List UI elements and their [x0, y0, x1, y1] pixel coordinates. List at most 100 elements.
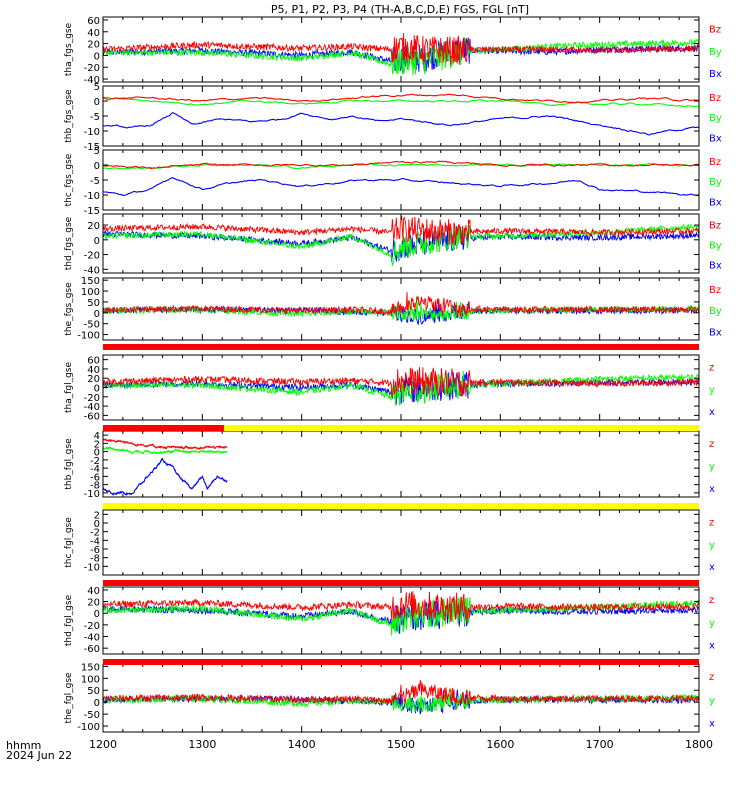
legend-entry-z: z [709, 595, 714, 606]
y-tick-label: 0 [94, 97, 100, 108]
series-line-Bz [103, 93, 699, 104]
legend-entry-Bz: Bz [709, 93, 721, 104]
y-tick-label: 40 [87, 365, 100, 376]
y-tick-label: -100 [77, 331, 100, 342]
y-tick-label: 40 [87, 586, 100, 597]
y-tick-label: -60 [84, 644, 100, 655]
x-tick-label-1600: 1600 [486, 738, 514, 751]
panel-thb_fgl_gse: 420-2-4-6-8-10 thb_fgl_gse zy x [64, 430, 715, 500]
series-line-z [103, 438, 228, 451]
panel-thc_fgs_gse: 5 0 -5 -10 -15 thc_fgs_gse Bz By Bx [64, 146, 722, 217]
y-tick-label: -40 [84, 402, 100, 413]
panel-frame [102, 85, 700, 147]
y-tick-label: -6 [90, 545, 100, 556]
flag-segment-yellow [224, 425, 700, 431]
x-axis: 1200 1300 1400 1500 1600 1700 1800 [89, 738, 713, 751]
panel-series-group [103, 32, 699, 76]
y-tick-label: 0 [94, 309, 100, 320]
x-tick-label-1800: 1800 [685, 738, 713, 751]
series-line-x [103, 599, 699, 634]
y-axis-label: thb_fgl_gse [64, 438, 74, 490]
series-line-z [103, 680, 699, 706]
legend-entry-y: y [709, 695, 715, 706]
y-tick-label: -50 [84, 710, 100, 721]
flag-segment-red [103, 580, 699, 586]
legend-entry-Bz: Bz [709, 157, 721, 168]
y-tick-label: 100 [81, 674, 100, 685]
series-line-z [103, 591, 699, 622]
series-line-By [103, 96, 699, 108]
y-tick-label: -20 [84, 63, 100, 74]
flag-segment-yellow [103, 503, 699, 509]
series-line-z [103, 367, 699, 398]
legend-entry-y: y [709, 540, 715, 551]
y-tick-label: 20 [87, 374, 100, 385]
y-tick-label: -40 [84, 633, 100, 644]
legend-entry-y: y [709, 461, 715, 472]
series-line-y [103, 446, 228, 455]
y-tick-label: 0 [94, 519, 100, 530]
panel-thb_fgs_gse: 5 0 -5 -10 -15 thb_fgs_gse Bz By Bx [64, 82, 722, 153]
y-tick-label: -5 [90, 176, 100, 187]
series-line-By [103, 37, 699, 76]
y-tick-label: -8 [90, 481, 100, 492]
y-tick-label: 150 [81, 276, 100, 287]
y-tick-label: 150 [81, 662, 100, 673]
panel-frame [102, 213, 700, 274]
y-tick-label: 5 [94, 146, 100, 157]
y-tick-label: 100 [81, 287, 100, 298]
legend-entry-By: By [709, 47, 722, 58]
y-axis-label: thb_fgs_gse [64, 89, 74, 143]
panel-series-group [103, 591, 699, 636]
panel-frame [102, 509, 700, 576]
legend-entry-y: y [709, 385, 715, 396]
y-tick-label: 60 [87, 356, 100, 367]
y-tick-label: -10 [84, 562, 100, 573]
legend-entry-Bz: Bz [709, 25, 721, 36]
legend-entry-x: x [709, 641, 715, 652]
y-tick-label: -6 [90, 472, 100, 483]
series-line-By [103, 162, 699, 170]
y-tick-label: 50 [87, 298, 100, 309]
series-line-Bz [103, 160, 699, 170]
y-axis-label: tha_fgl_gse [64, 362, 74, 414]
legend-entry-Bx: Bx [709, 327, 722, 338]
panel-frame [102, 149, 700, 211]
series-line-Bx [103, 225, 699, 262]
legend-entry-By: By [709, 241, 722, 252]
y-tick-label: 2 [94, 510, 100, 521]
y-tick-label: 50 [87, 686, 100, 697]
y-tick-label: -40 [84, 75, 100, 86]
series-line-Bz [103, 216, 699, 245]
y-axis-label: tha_fgs_gse [64, 22, 74, 76]
panel-thc_fgl_gse: 20-2-4-6-8-10 thc_fgl_gse zyx [64, 509, 715, 576]
y-tick-label: 20 [87, 221, 100, 232]
flag-bars-group [103, 344, 700, 665]
series-line-Bx [103, 111, 699, 136]
y-tick-label: -4 [90, 464, 100, 475]
y-tick-label: 20 [87, 40, 100, 51]
legend-entry-x: x [709, 407, 715, 418]
legend-entry-By: By [709, 113, 722, 124]
y-tick-label: 0 [94, 51, 100, 62]
panel-series-group [103, 680, 699, 715]
legend-entry-Bx: Bx [709, 198, 722, 209]
series-line-Bz [103, 32, 699, 65]
y-axis-label: thd_fgl_gse [64, 594, 74, 646]
x-tick-label-1300: 1300 [188, 738, 216, 751]
y-tick-label: 0 [94, 384, 100, 395]
y-tick-label: -10 [84, 489, 100, 500]
y-tick-label: -8 [90, 554, 100, 565]
panel-series-group [103, 291, 699, 326]
x-tick-label-1200: 1200 [89, 738, 117, 751]
x-axis-label-date: 2024 Jun 22 [6, 749, 72, 762]
chart-title: P5, P1, P2, P3, P4 (TH-A,B,C,D,E) FGS, F… [271, 3, 529, 16]
y-tick-label: -20 [84, 251, 100, 262]
x-axis-label-hhmm: hhmm [6, 739, 41, 752]
